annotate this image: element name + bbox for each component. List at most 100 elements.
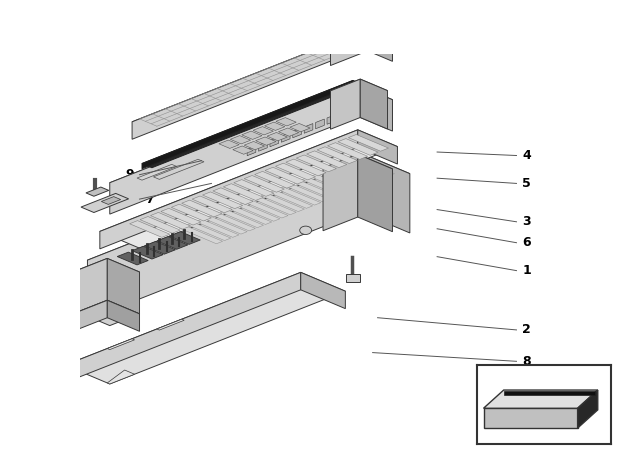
Polygon shape [77,258,108,312]
Polygon shape [161,208,201,225]
Polygon shape [88,153,410,281]
Polygon shape [323,154,392,183]
Polygon shape [316,119,324,129]
Polygon shape [307,151,347,168]
Polygon shape [330,79,360,129]
Polygon shape [301,272,346,308]
Text: 6: 6 [522,236,531,249]
Polygon shape [179,226,223,244]
Polygon shape [361,101,370,111]
Polygon shape [253,126,273,135]
Polygon shape [100,130,397,248]
Polygon shape [358,85,392,131]
Polygon shape [330,23,367,66]
Polygon shape [140,217,180,233]
Polygon shape [110,85,392,198]
Text: 8: 8 [522,355,531,368]
Polygon shape [220,209,264,228]
Polygon shape [108,339,134,350]
Polygon shape [259,141,268,151]
Polygon shape [132,26,392,129]
Polygon shape [237,203,280,221]
Polygon shape [328,143,367,159]
Polygon shape [77,300,140,326]
Polygon shape [367,23,392,61]
Polygon shape [277,187,321,205]
Polygon shape [265,167,305,184]
Polygon shape [117,252,148,265]
Polygon shape [219,140,239,149]
Polygon shape [86,187,109,196]
Polygon shape [323,154,358,231]
Text: 4: 4 [522,149,531,162]
Polygon shape [101,197,121,204]
Polygon shape [330,23,392,48]
Polygon shape [261,193,305,212]
Polygon shape [267,132,287,141]
Polygon shape [100,130,358,249]
Text: 2: 2 [522,323,531,337]
Polygon shape [247,146,256,156]
Polygon shape [223,184,264,200]
Polygon shape [244,175,284,192]
Polygon shape [484,408,577,428]
Polygon shape [253,197,296,215]
Polygon shape [230,135,251,144]
Polygon shape [375,26,392,51]
Polygon shape [286,159,326,176]
Polygon shape [318,171,362,189]
Polygon shape [88,153,360,319]
Polygon shape [353,81,363,90]
Polygon shape [343,161,387,179]
Text: 7: 7 [125,193,134,206]
Circle shape [300,226,312,235]
Text: 5: 5 [522,177,531,190]
Polygon shape [244,200,288,218]
Polygon shape [360,153,410,233]
Polygon shape [110,85,358,214]
Polygon shape [77,300,108,329]
Polygon shape [212,213,255,231]
Polygon shape [192,196,232,213]
Polygon shape [65,272,346,384]
Polygon shape [282,133,290,142]
Polygon shape [132,246,163,259]
Polygon shape [304,124,313,133]
Polygon shape [172,204,211,221]
Polygon shape [108,370,134,384]
Polygon shape [269,190,312,208]
Polygon shape [372,96,381,106]
Polygon shape [302,177,346,195]
Polygon shape [358,130,397,164]
Polygon shape [150,212,191,229]
Polygon shape [310,174,353,192]
Polygon shape [350,106,358,116]
Polygon shape [358,154,392,231]
Polygon shape [182,200,222,217]
Polygon shape [484,390,598,408]
Polygon shape [339,110,347,120]
Polygon shape [296,155,337,172]
Text: 1: 1 [522,264,531,277]
Polygon shape [154,159,204,179]
Polygon shape [81,193,129,212]
Polygon shape [335,164,378,183]
Polygon shape [242,131,262,140]
Polygon shape [233,146,253,154]
Polygon shape [108,300,140,331]
Polygon shape [244,141,264,150]
Polygon shape [330,79,388,102]
Polygon shape [346,274,360,282]
Text: 7: 7 [145,193,154,206]
Polygon shape [360,79,388,129]
Polygon shape [290,124,310,132]
Polygon shape [213,188,253,205]
Polygon shape [188,222,231,241]
Polygon shape [77,258,140,284]
Polygon shape [132,26,375,139]
Polygon shape [504,391,595,395]
Polygon shape [278,128,299,136]
Text: 9: 9 [145,168,154,181]
Polygon shape [196,219,239,237]
Polygon shape [264,122,285,130]
